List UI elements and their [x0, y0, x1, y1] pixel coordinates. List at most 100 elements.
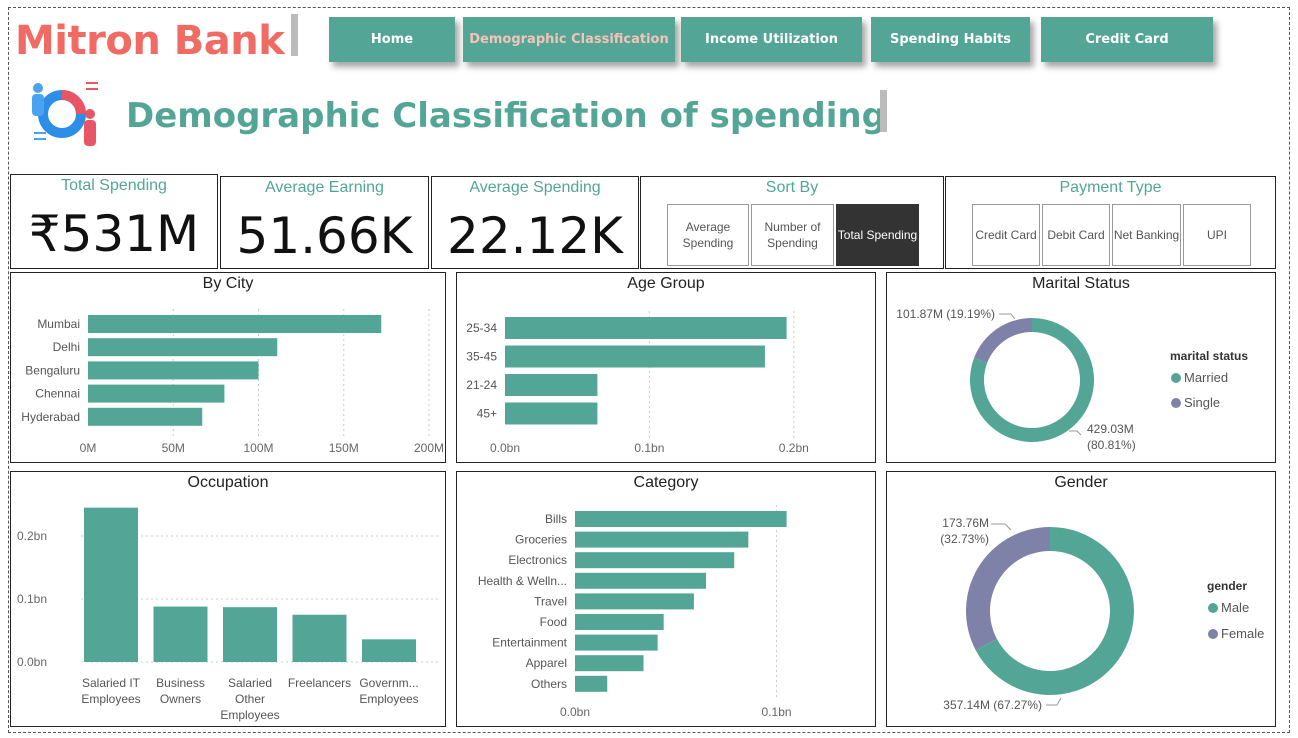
sort-by-slicer: Sort By Average Spending Number of Spend… [640, 176, 944, 269]
payment-debit-card-button[interactable]: Debit Card [1042, 204, 1110, 266]
gender-chart: Gender 357.14M (67.27%) 173.76M (32.73%) ge… [886, 471, 1276, 727]
slice-male [975, 527, 1134, 695]
marital-status-chart: Marital Status 429.03M (80.81%) 101.87M (1… [886, 272, 1276, 463]
dashboard-frame [8, 7, 1290, 733]
x-tick-label: 0.1bn [634, 441, 664, 455]
y-tick-label: Electronics [508, 553, 567, 567]
brand-logo: Mitron Bank [15, 18, 285, 64]
x-tick-label: Salaried IT Employees [81, 676, 140, 706]
leader-line [999, 313, 1016, 320]
x-tick-label: 0.0bn [490, 441, 520, 455]
nav-home-button[interactable]: Home [329, 17, 455, 62]
kpi-total-spending-value: ₹531M [28, 205, 200, 263]
kpi-average-earning-value: 51.66K [236, 207, 413, 265]
legend-label-female: Female [1221, 626, 1264, 641]
legend-title: gender [1207, 579, 1247, 593]
bar-business-owners [153, 606, 208, 662]
data-label-value: 173.76M [942, 516, 989, 530]
title-divider [880, 90, 887, 132]
bar-salaried-other-employees [223, 607, 277, 662]
bar-mumbai [88, 315, 382, 333]
leader-line [1069, 430, 1082, 436]
x-tick-label: 100M [243, 441, 273, 455]
y-tick-label: Chennai [35, 387, 80, 401]
x-tick-label: Governm... Employees [359, 676, 418, 706]
bar-salaried-it-employees [84, 507, 138, 662]
y-tick-label: Groceries [515, 533, 567, 547]
nav-spending-habits-button[interactable]: Spending Habits [871, 17, 1030, 62]
nav-income-utilization-button[interactable]: Income Utilization [681, 17, 862, 62]
payment-upi-button[interactable]: UPI [1183, 204, 1251, 266]
category-chart: Category 0.0bn 0.1bn Bills Groceries Electro… [456, 471, 876, 727]
y-tick-label: Hyderabad [21, 410, 80, 424]
y-tick-label: Apparel [526, 656, 567, 670]
sort-average-spending-button[interactable]: Average Spending [667, 204, 749, 266]
x-tick-label: 0.0bn [560, 705, 590, 719]
kpi-total-spending: Total Spending ₹531M [10, 174, 218, 269]
bar-travel [575, 593, 694, 610]
demographics-icon [32, 82, 98, 146]
data-label-percent: (32.73%) [940, 532, 989, 546]
y-tick-label: 21-24 [466, 378, 497, 392]
occupation-plot: 0.0bn 0.1bn 0.2bn Salaried IT Employees Busin… [17, 507, 439, 722]
payment-type-slicer: Payment Type Credit Card Debit Card Net … [945, 176, 1276, 269]
occupation-chart: Occupation 0.0bn 0.1bn 0.2bn Salaried IT Emp… [10, 471, 446, 727]
bar-groceries [575, 531, 749, 548]
bar-apparel [575, 655, 644, 672]
x-tick-label: 0.1bn [762, 705, 792, 719]
gender-title: Gender [1054, 474, 1108, 491]
nav-demographic-button[interactable]: Demographic Classification [463, 17, 675, 62]
x-tick-label: 0.2bn [779, 441, 809, 455]
kpi-average-earning-label: Average Earning [265, 179, 384, 196]
kpi-average-spending-label: Average Spending [469, 179, 601, 196]
y-tick-label: Others [531, 677, 567, 691]
y-tick-label: 0.1bn [17, 592, 47, 606]
y-tick-label: 35-45 [466, 350, 497, 364]
bar-electronics [575, 552, 735, 569]
legend-title: marital status [1170, 349, 1248, 363]
y-tick-label: 0.0bn [17, 655, 47, 669]
bar-others [575, 675, 608, 692]
sort-by-label: Sort By [765, 179, 819, 196]
bar-entertainment [575, 634, 658, 651]
x-tick-label: Salaried Other Employees [220, 676, 279, 722]
y-tick-label: Food [540, 615, 567, 629]
header-divider [291, 14, 298, 56]
data-label: 101.87M (19.19%) [896, 307, 995, 321]
y-tick-label: Mumbai [37, 317, 80, 331]
marital-status-title: Marital Status [1032, 275, 1130, 292]
bar-bills [575, 511, 787, 527]
legend-marker-male [1208, 603, 1218, 613]
sort-total-spending-button[interactable]: Total Spending [836, 204, 919, 266]
payment-credit-card-button[interactable]: Credit Card [972, 204, 1040, 266]
y-tick-label: Entertainment [492, 636, 567, 650]
x-tick-label: 0M [80, 441, 97, 455]
legend-label-male: Male [1221, 600, 1249, 615]
kpi-average-earning: Average Earning 51.66K [220, 176, 429, 269]
age-group-chart: Age Group 0.0bn 0.1bn 0.2bn 25-34 35-45 21-24… [456, 272, 876, 463]
kpi-total-spending-label: Total Spending [61, 177, 167, 194]
page-title: Demographic Classification of spending [126, 96, 886, 136]
data-label-percent: (80.81%) [1087, 438, 1136, 452]
sort-number-of-spending-button[interactable]: Number of Spending [751, 204, 834, 266]
y-tick-label: Health & Welln... [478, 574, 567, 588]
y-tick-label: 45+ [477, 407, 497, 421]
y-tick-label: 25-34 [466, 321, 497, 335]
kpi-average-spending: Average Spending 22.12K [431, 176, 639, 269]
x-tick-label: Freelancers [288, 676, 351, 690]
category-title: Category [633, 474, 699, 491]
x-tick-label: Business Owners [156, 676, 205, 706]
bar-governm-employees [362, 639, 416, 662]
legend-label-single: Single [1184, 395, 1220, 410]
category-plot: 0.0bn 0.1bn Bills Groceries Electronics Healt… [478, 505, 792, 719]
payment-type-label: Payment Type [1059, 179, 1162, 196]
nav-credit-card-button[interactable]: Credit Card [1041, 17, 1213, 62]
payment-net-banking-button[interactable]: Net Banking [1112, 204, 1181, 266]
bar-delhi [88, 338, 278, 357]
by-city-chart: By City 0M 50M 100M 150M 200M Mumbai Delhi Beng… [10, 272, 446, 463]
leader-line [991, 523, 1012, 531]
x-tick-label: 150M [329, 441, 359, 455]
bar-35-45 [505, 345, 765, 368]
bar-hyderabad [88, 407, 203, 426]
gender-plot: 357.14M (67.27%) 173.76M (32.73%) gender Mal… [940, 516, 1264, 712]
